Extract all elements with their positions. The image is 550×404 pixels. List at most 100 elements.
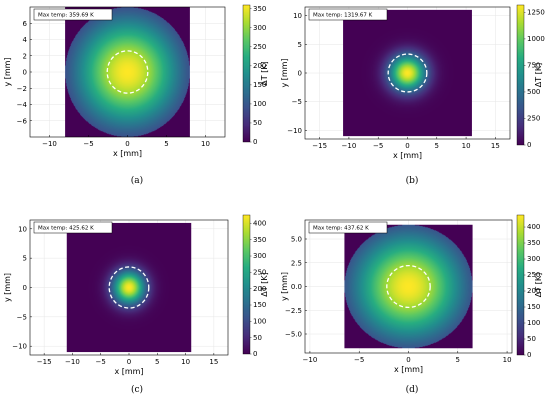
x-tick-label: −15 [312, 142, 327, 150]
panel-caption: (d) [406, 384, 419, 395]
colorbar-tick-label: 350 [253, 5, 266, 13]
x-tick-label: −5 [96, 358, 106, 366]
y-tick-label: 2.5 [291, 259, 302, 267]
x-tick-label: 10 [181, 358, 190, 366]
colorbar-tick-label: 50 [253, 334, 262, 342]
colorbar-gradient [243, 215, 250, 354]
legend: Max temp: 437.62 K [308, 221, 388, 234]
beam-circle [108, 266, 150, 309]
y-tick-label: 10 [293, 12, 302, 20]
heatmap-image [65, 7, 190, 137]
colorbar-tick-label: 750 [527, 62, 540, 70]
colorbar-tick-label: 1250 [527, 9, 545, 17]
colorbar-label: ΔT [K] [534, 63, 543, 87]
y-tick-label: −5 [17, 313, 27, 321]
x-tick-label: 15 [491, 142, 500, 150]
colorbar-frame [516, 4, 525, 146]
legend-label: Max temp: 359.69 K [38, 13, 94, 19]
colorbar-tick-label: 300 [527, 255, 540, 263]
legend: Max temp: 359.69 K [33, 8, 113, 21]
colorbar-tick-label: 0 [527, 351, 531, 359]
x-tick-label: 0 [406, 356, 410, 364]
colorbar-tick-label: 1000 [527, 35, 545, 43]
y-axis-label: y [mm] [3, 57, 12, 86]
colorbar-label: ΔT [K] [534, 273, 543, 297]
heatmap-image [344, 224, 473, 349]
colorbar-tick-label: 350 [253, 236, 266, 244]
y-axis-label: y [mm] [280, 272, 289, 301]
beam-circle [387, 53, 428, 93]
y-tick-label: −10 [12, 343, 27, 351]
colorbar-tick-label: 200 [253, 285, 266, 293]
x-tick-label: 10 [462, 142, 471, 150]
x-tick-label: 15 [209, 358, 218, 366]
x-tick-label: 0 [127, 358, 131, 366]
colorbar-tick-label: 400 [253, 220, 266, 228]
legend-label: Max temp: 425.62 K [38, 226, 94, 232]
beam-circle [106, 50, 149, 94]
colorbar-tick-label: 150 [253, 81, 266, 89]
panel-d: −10 −5 0 5 10 −5.0 −2.5 0.0 2.5 5.0 x [mm] y [mm] Ma… [280, 214, 543, 395]
colorbar-tick-label: 50 [253, 119, 262, 127]
heatmap-image [343, 9, 472, 137]
colorbar-gradient [517, 215, 524, 355]
colorbar-tick-label: 250 [253, 269, 266, 277]
y-tick-label: −2.5 [285, 307, 302, 315]
colorbar-frame [516, 214, 525, 356]
y-tick-label: 6 [23, 20, 28, 28]
x-tick-label: 10 [503, 356, 512, 364]
colorbar-tick-label: 500 [527, 88, 540, 96]
x-axis-label: x [mm] [394, 365, 423, 374]
colorbar-tick-label: 150 [527, 303, 540, 311]
panel-a: −10 −5 0 5 10 −6 −4 −2 0 2 4 6 x [mm] y [mm] Max temp:… [3, 4, 269, 186]
y-tick-label: 0 [23, 284, 27, 292]
y-axis-label: y [mm] [280, 58, 289, 87]
colorbar-tick-label: 350 [527, 239, 540, 247]
panel-b: −15 −10 −5 0 5 10 15 −10 −5 0 5 10 x [mm] y [mm] Max t… [280, 4, 545, 186]
legend-label: Max temp: 1319.67 K [313, 13, 373, 19]
heatmap-image [66, 222, 192, 353]
y-tick-label: 0.0 [291, 283, 302, 291]
x-tick-label: −5 [354, 356, 364, 364]
y-tick-label: 5.0 [291, 236, 302, 244]
y-tick-label: −5.0 [285, 331, 302, 339]
legend: Max temp: 1319.67 K [308, 8, 388, 21]
colorbar-tick-label: 250 [527, 271, 540, 279]
x-tick-label: −10 [42, 140, 57, 148]
legend-box [308, 221, 388, 234]
y-tick-label: 10 [18, 225, 27, 233]
colorbar-tick-label: 0 [527, 141, 531, 149]
x-axis-label: x [mm] [393, 151, 422, 160]
x-tick-label: 5 [435, 142, 439, 150]
x-tick-label: −15 [37, 358, 52, 366]
colorbar-frame [242, 214, 251, 355]
y-tick-label: 2 [23, 52, 27, 60]
x-axis-label: x [mm] [114, 367, 143, 376]
x-tick-label: 10 [201, 140, 210, 148]
colorbar-tick-label: 200 [527, 287, 540, 295]
panel-caption: (a) [131, 175, 143, 186]
colorbar-tick-label: 250 [527, 115, 540, 123]
y-tick-label: −6 [17, 117, 28, 125]
colorbar-frame [242, 4, 251, 143]
x-tick-label: 0 [405, 142, 409, 150]
legend-box [33, 221, 113, 234]
panel-c: −15 −10 −5 0 5 10 15 −10 −5 0 5 10 x [mm] y [mm] Max t… [3, 214, 269, 395]
panel-caption: (c) [131, 384, 143, 395]
legend-box [33, 8, 113, 21]
colorbar-tick-label: 150 [253, 301, 266, 309]
x-tick-label: 5 [164, 140, 168, 148]
y-tick-label: 5 [298, 41, 302, 49]
colorbar-tick-label: 100 [253, 318, 266, 326]
colorbar-tick-label: 100 [253, 100, 266, 108]
y-tick-label: −2 [17, 85, 27, 93]
colorbar-tick-label: 0 [253, 350, 257, 358]
colorbar-tick-label: 0 [253, 138, 257, 146]
x-tick-label: −10 [342, 142, 357, 150]
x-tick-label: 5 [155, 358, 159, 366]
colorbar-tick-label: 400 [527, 223, 540, 231]
x-tick-label: −5 [83, 140, 93, 148]
x-axis-label: x [mm] [113, 149, 142, 158]
x-tick-label: 0 [125, 140, 129, 148]
y-tick-label: 0 [298, 70, 302, 78]
